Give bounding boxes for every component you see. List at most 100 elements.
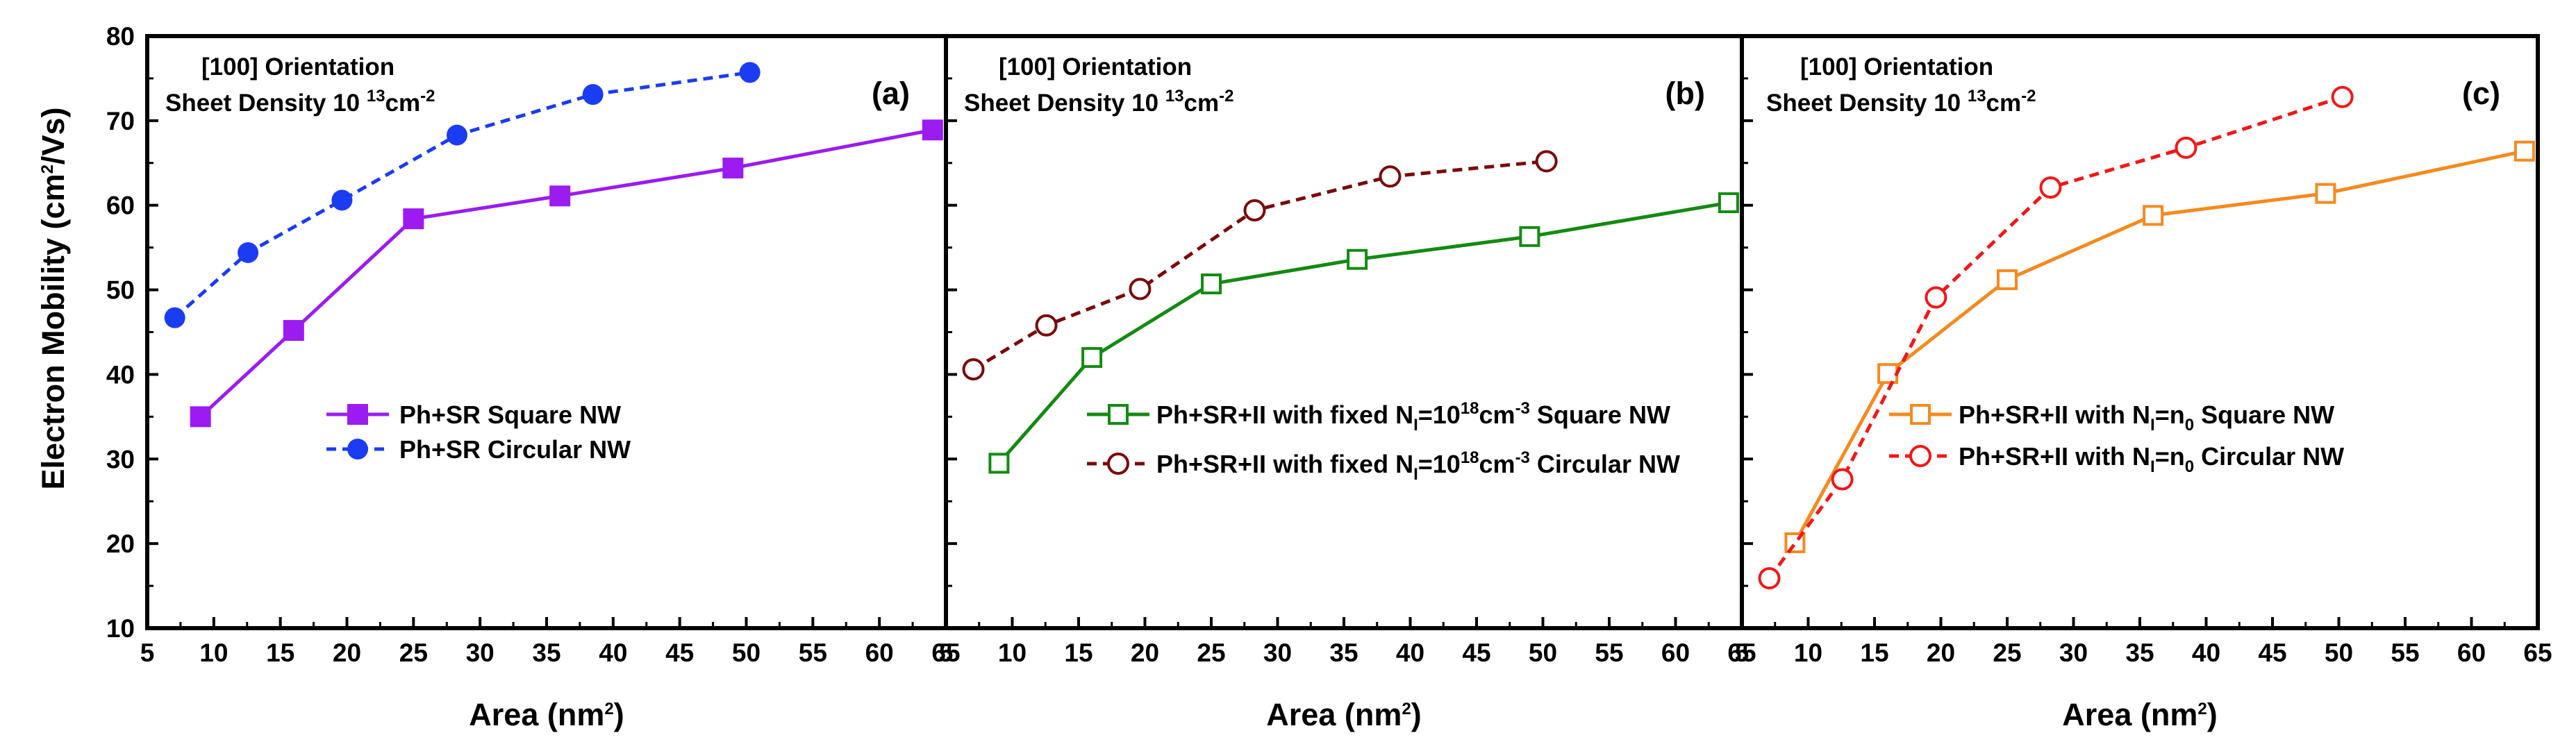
data-point-c-1-4 xyxy=(2175,136,2197,159)
y-tick-label-30: 30 xyxy=(106,445,135,473)
panel-a-orientation: [100] Orientation xyxy=(201,53,394,81)
legend-text-tail: cm xyxy=(1479,400,1515,429)
x-tick-label-b-20: 20 xyxy=(1131,639,1159,667)
x-axis-title-main: Area (nm xyxy=(1266,697,1402,732)
legend-text-tail2: Circular NW xyxy=(1530,450,1680,478)
panel-c-label: (c) xyxy=(2462,76,2500,111)
y-tick-label-40: 40 xyxy=(106,360,135,389)
data-point-b-0-2 xyxy=(1201,273,1222,295)
panel-a-density-sup1: 13 xyxy=(367,87,385,106)
x-tick-label-b-10: 10 xyxy=(998,639,1027,667)
x-axis-title-tail: ) xyxy=(2207,697,2218,732)
x-tick-label-a-5: 5 xyxy=(140,639,155,667)
legend-label-square: Ph+SR+II with fixed NI=1018cm-3 Square N… xyxy=(1156,399,1670,435)
panel-c-density-sup2: -2 xyxy=(2021,87,2036,106)
data-point-c-0-5 xyxy=(2513,140,2535,162)
legend-text-sub2: 0 xyxy=(2185,457,2194,476)
panel-a-label: (a) xyxy=(872,76,910,111)
legend-marker-square xyxy=(347,404,368,425)
x-tick-label-a-20: 20 xyxy=(333,639,361,667)
y-tick-label-70: 70 xyxy=(106,107,135,135)
data-point-a-0-5 xyxy=(922,119,943,141)
panel-c-density: Sheet Density 10 13cm-2 xyxy=(1766,87,2036,117)
legend-marker-circular xyxy=(347,439,368,459)
x-tick-label-a-65: 65 xyxy=(931,639,960,667)
legend-marker-square xyxy=(1910,404,1931,425)
x-axis-title-sup: 2 xyxy=(1402,700,1411,718)
legend-marker-circular xyxy=(1909,445,1931,467)
x-tick-label-c-25: 25 xyxy=(1993,639,2021,667)
data-point-c-0-2 xyxy=(1997,269,2018,290)
data-point-b-1-1 xyxy=(1035,314,1058,337)
data-point-b-1-2 xyxy=(1129,278,1152,301)
y-axis-title: Electron Mobility (cm2/Vs) xyxy=(35,108,71,490)
series-line-c-0 xyxy=(1793,149,2525,544)
data-point-b-0-5 xyxy=(1718,192,1739,214)
x-tick-label-b-60: 60 xyxy=(1661,639,1690,667)
data-point-a-0-1 xyxy=(283,320,304,342)
data-point-a-1-3 xyxy=(447,124,468,146)
x-axis-title-tail: ) xyxy=(1411,697,1422,732)
legend-label-circular: Ph+SR+II with fixed NI=1018cm-3 Circular… xyxy=(1156,448,1680,484)
legend-label-square: Ph+SR+II with NI=n0 Square NW xyxy=(1959,400,2334,435)
legend-text-main: Ph+SR+II with N xyxy=(1959,442,2150,471)
panel-b-orientation: [100] Orientation xyxy=(999,53,1192,81)
x-axis-title-main: Area (nm xyxy=(469,697,604,732)
y-tick-label-80: 80 xyxy=(106,22,135,51)
legend-text-tail: Square NW xyxy=(2194,400,2334,429)
data-point-b-0-4 xyxy=(1519,226,1540,247)
panel-b-density-sup2: -2 xyxy=(1219,87,1233,106)
legend-label-circular: Ph+SR Circular NW xyxy=(399,435,631,464)
legend-text-main: Ph+SR+II with fixed N xyxy=(1156,400,1413,429)
data-point-a-0-4 xyxy=(722,158,744,179)
x-tick-label-b-65: 65 xyxy=(1727,639,1756,667)
data-point-c-0-4 xyxy=(2315,183,2336,204)
panel-a-density-sup2: -2 xyxy=(420,87,435,106)
panel-c-density-main: Sheet Density 10 xyxy=(1766,90,1968,117)
x-tick-label-c-55: 55 xyxy=(2391,639,2419,667)
legend-label-circular: Ph+SR+II with NI=n0 Circular NW xyxy=(1959,442,2344,476)
x-tick-label-b-50: 50 xyxy=(1529,639,1557,667)
legend-text-sup2: -3 xyxy=(1515,448,1530,467)
data-point-c-1-5 xyxy=(2331,85,2354,108)
data-point-c-1-0 xyxy=(1758,567,1781,590)
panel-b-plot xyxy=(962,150,1739,474)
x-tick-label-c-60: 60 xyxy=(2457,639,2486,667)
data-point-a-0-2 xyxy=(403,208,424,230)
series-line-b-1 xyxy=(972,159,1547,371)
y-tick-label-20: 20 xyxy=(106,530,135,558)
plot-frame-a xyxy=(145,34,948,630)
x-tick-label-a-40: 40 xyxy=(599,639,627,667)
y-axis-title-main: Electron Mobility (cm xyxy=(35,174,71,489)
x-tick-label-a-45: 45 xyxy=(665,639,694,667)
x-tick-label-a-15: 15 xyxy=(266,639,294,667)
legend-text-tail2: Square NW xyxy=(1530,400,1670,429)
legend-text-sup: 18 xyxy=(1461,399,1479,418)
x-tick-label-c-10: 10 xyxy=(1794,639,1822,667)
legend-text-mid: =n xyxy=(2155,400,2185,429)
data-point-b-0-0 xyxy=(988,453,1010,474)
y-tick-label-50: 50 xyxy=(106,276,135,305)
data-point-a-1-0 xyxy=(164,307,185,328)
data-point-c-0-3 xyxy=(2143,205,2164,226)
data-point-b-1-5 xyxy=(1535,150,1558,173)
panel-b-label: (b) xyxy=(1665,76,1705,111)
data-point-b-1-0 xyxy=(962,358,985,381)
data-point-a-1-4 xyxy=(582,84,604,106)
x-tick-label-a-35: 35 xyxy=(532,639,560,667)
panel-b-legend: Ph+SR+II with fixed NI=1018cm-3 Square N… xyxy=(1087,399,1680,484)
legend-text-sub: I xyxy=(1413,416,1418,435)
x-tick-label-a-30: 30 xyxy=(466,639,495,667)
x-tick-label-c-45: 45 xyxy=(2258,639,2286,667)
series-line-a-0 xyxy=(199,128,933,419)
legend-label-square: Ph+SR Square NW xyxy=(399,400,621,429)
x-tick-label-c-20: 20 xyxy=(1927,639,1955,667)
legend-text-main: Ph+SR+II with fixed N xyxy=(1156,450,1413,478)
legend-text-sub: I xyxy=(1413,465,1418,484)
panel-c-plot xyxy=(1758,85,2535,590)
x-tick-label-b-55: 55 xyxy=(1595,639,1623,667)
x-tick-label-b-15: 15 xyxy=(1064,639,1092,667)
x-axis-title-c: Area (nm2) xyxy=(2062,697,2217,732)
